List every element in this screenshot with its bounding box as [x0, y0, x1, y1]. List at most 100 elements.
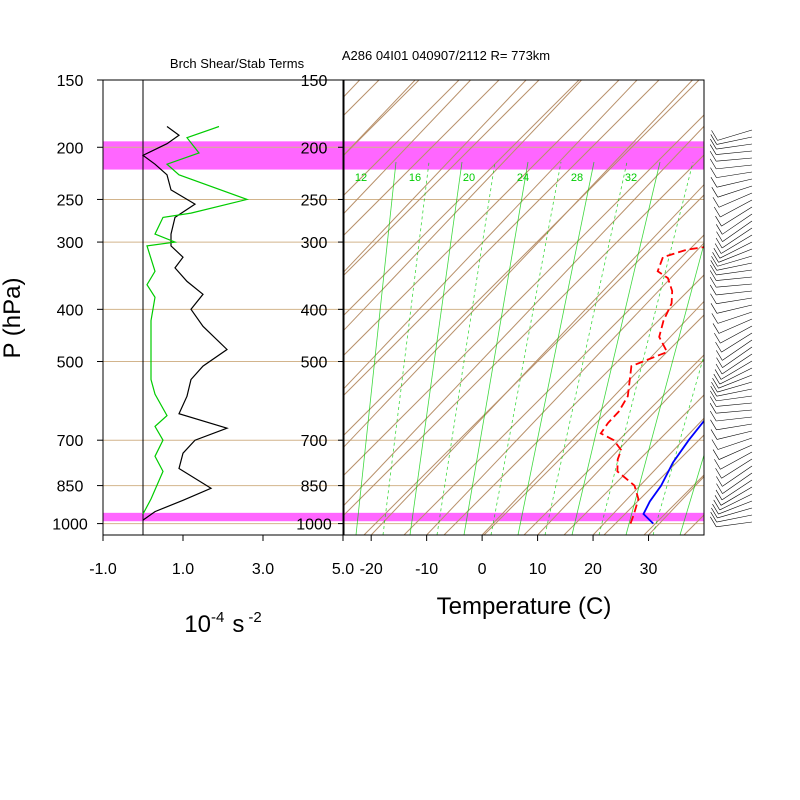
- isotherm: [344, 125, 704, 506]
- mixing-ratio-line: [382, 161, 430, 535]
- wind-barb-feather: [714, 459, 721, 470]
- wind-barb-feather: [712, 449, 720, 460]
- mixing-ratio-line: [517, 161, 595, 535]
- wind-barb-feather: [713, 499, 720, 511]
- wind-barb: [720, 234, 753, 254]
- adiabat: [764, 0, 800, 535]
- mixing-ratio-line: [544, 161, 628, 535]
- isotherm: [426, 242, 704, 535]
- wind-barb: [716, 409, 753, 414]
- wind-barb: [721, 227, 753, 249]
- left-y-tick-label: 200: [57, 140, 84, 157]
- wind-barb-feather: [716, 231, 723, 242]
- mixing-ratio-label: 24: [517, 172, 529, 184]
- wind-barb-feather: [709, 158, 717, 170]
- adiabat: [443, 274, 704, 535]
- wind-barb: [716, 143, 753, 150]
- mixing-ratio-line: [355, 161, 397, 535]
- wind-barb-feather: [712, 197, 720, 208]
- adiabat: [344, 154, 704, 516]
- wind-barb-feather: [709, 403, 717, 414]
- wind-barb: [717, 311, 753, 324]
- wind-barb-feather: [710, 167, 717, 178]
- wind-barb-feather: [713, 248, 721, 259]
- skewt-background-grid: [344, 0, 800, 535]
- wind-barb: [717, 185, 753, 198]
- wind-barb-feather: [709, 284, 717, 296]
- wind-barb: [716, 304, 753, 314]
- right-y-tick-label: 850: [301, 479, 328, 496]
- wind-barb: [716, 164, 753, 170]
- isotherm: [344, 80, 582, 331]
- wind-barb-feather: [714, 206, 721, 218]
- wind-barb: [721, 206, 753, 227]
- wind-barb: [720, 325, 753, 344]
- shear-profile-line: [141, 126, 229, 521]
- wind-barb-feather: [709, 150, 717, 162]
- right-panel-title: A286 04I01 040907/2112 R= 773km: [342, 48, 550, 63]
- left-panel-isobars: [103, 79, 343, 535]
- isotherm: [703, 534, 704, 535]
- mixing-ratio-label: 28: [571, 172, 583, 184]
- wind-barb-feather: [712, 378, 719, 389]
- wind-barb: [716, 283, 753, 288]
- wind-barb: [719, 367, 753, 385]
- wind-barb-feather: [710, 303, 718, 314]
- wind-barb-feather: [710, 260, 718, 271]
- wind-barb: [718, 374, 753, 389]
- wind-barb-feather: [710, 419, 717, 430]
- mixing-ratio-line: [409, 161, 463, 535]
- left-x-axis-label-unit: s: [232, 611, 244, 638]
- wind-barb-feather: [712, 503, 719, 515]
- left-y-tick-label: 500: [57, 355, 84, 372]
- isotherm: [759, 80, 800, 535]
- wind-barb: [716, 423, 753, 431]
- left-x-tick-label: 1.0: [172, 561, 194, 578]
- right-x-tick-label: 30: [640, 561, 658, 578]
- wind-barb-feather: [712, 252, 719, 263]
- adiabat: [483, 314, 704, 535]
- wind-barb-feather: [714, 332, 721, 344]
- adiabat: [724, 0, 800, 535]
- wind-barb-feather: [709, 144, 717, 155]
- adiabat: [403, 234, 704, 535]
- dewpoint-profile-line: [599, 221, 704, 524]
- wind-barb-feather: [714, 243, 722, 254]
- isotherm: [481, 300, 704, 535]
- wind-barb: [720, 451, 753, 470]
- right-y-tick-label: 250: [301, 192, 328, 209]
- wind-barb: [721, 353, 753, 375]
- wind-barb-feather: [709, 396, 717, 407]
- mixing-ratio-label: 12: [355, 172, 367, 184]
- isotherm: [592, 417, 704, 535]
- right-y-tick-label: 400: [301, 302, 328, 319]
- wind-barb: [722, 213, 753, 235]
- wind-barb: [722, 346, 753, 368]
- wind-barb-feather: [715, 237, 723, 249]
- wind-barb: [720, 360, 753, 380]
- wind-barb: [722, 472, 753, 494]
- wind-barb-feather: [710, 390, 717, 402]
- wind-barb: [716, 269, 753, 276]
- wind-barb: [716, 290, 753, 296]
- mixing-ratio-labels: 12 16 20 24 28 32: [355, 172, 637, 184]
- right-y-tick-label: 500: [301, 355, 328, 372]
- mixing-ratio-line: [625, 242, 704, 535]
- right-x-tick-label: 0: [478, 561, 487, 578]
- left-panel-title: Brch Shear/Stab Terms: [170, 56, 305, 71]
- isotherm: [344, 80, 638, 390]
- wind-barb: [717, 437, 753, 450]
- left-x-tick-label: 3.0: [252, 561, 274, 578]
- left-x-axis-label-exponent: -4: [211, 609, 224, 626]
- wind-barb: [716, 136, 753, 145]
- wind-barb-feather: [709, 410, 717, 422]
- wind-barb: [721, 458, 753, 479]
- mixing-ratio-label: 16: [409, 172, 421, 184]
- wind-barb: [718, 192, 753, 208]
- isotherm: [344, 80, 527, 273]
- isotherm: [537, 359, 704, 535]
- adiabat: [363, 194, 704, 535]
- left-x-tick-label: -1.0: [89, 561, 117, 578]
- wind-barb: [717, 255, 753, 267]
- left-y-tick-label: 250: [57, 192, 84, 209]
